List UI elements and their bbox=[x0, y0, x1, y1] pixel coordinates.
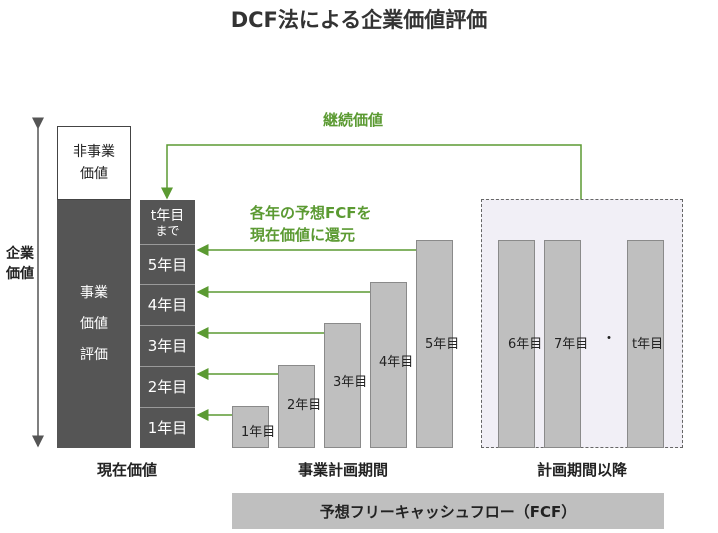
pv-separator bbox=[140, 284, 195, 285]
pv-separator bbox=[140, 244, 195, 245]
terminal-value-arrow bbox=[161, 144, 582, 200]
fcf-band: 予想フリーキャッシュフロー（FCF） bbox=[232, 493, 664, 529]
fcf-bar-year-4-label: 4年目 bbox=[379, 355, 414, 370]
fcf-bar-year-1-label: 1年目 bbox=[241, 425, 276, 440]
fcf-bar-year-6 bbox=[498, 240, 535, 448]
terminal-value-label: 継続価値 bbox=[323, 111, 384, 129]
fcf-bar-year-6-label: 6年目 bbox=[508, 337, 543, 352]
fcf-bar-year-t bbox=[627, 240, 664, 448]
fcf-bar-year-1 bbox=[232, 406, 269, 448]
business-value-box: 事業 価値 評価 bbox=[57, 200, 131, 448]
discount-note: 各年の予想FCFを 現在価値に還元 bbox=[250, 204, 372, 244]
pv-cell-year-3: 3年目 bbox=[147, 337, 188, 355]
plan-period-section-label: 事業計画期間 bbox=[297, 461, 388, 479]
pv-cell-year-2: 2年目 bbox=[147, 378, 188, 396]
fcf-bar-year-5-label: 5年目 bbox=[425, 337, 460, 352]
ellipsis-dot: ・ bbox=[602, 331, 616, 347]
fcf-bar-year-t-label: t年目 bbox=[632, 337, 664, 352]
fcf-bar-year-7 bbox=[544, 240, 581, 448]
fcf-bar-year-2 bbox=[278, 365, 315, 448]
page-title: DCF法による企業価値評価 bbox=[230, 8, 488, 32]
fcf-bar-year-7-label: 7年目 bbox=[554, 337, 589, 352]
fcf-bar-year-3-label: 3年目 bbox=[333, 375, 368, 390]
pv-separator bbox=[140, 366, 195, 367]
pv-cell-t: t年目 まで bbox=[150, 208, 185, 239]
post-plan-section-label: 計画期間以降 bbox=[536, 461, 627, 479]
pv-cell-year-1: 1年目 bbox=[147, 419, 188, 437]
enterprise-value-label: 企業 価値 bbox=[6, 246, 34, 282]
fcf-bar-year-4 bbox=[370, 282, 407, 448]
pv-cell-year-4: 4年目 bbox=[147, 296, 188, 314]
pv-separator bbox=[140, 325, 195, 326]
present-value-column bbox=[140, 200, 195, 448]
fcf-bar-year-5 bbox=[416, 240, 453, 448]
present-value-section-label: 現在価値 bbox=[96, 461, 157, 479]
fcf-bar-year-2-label: 2年目 bbox=[287, 398, 322, 413]
pv-cell-year-5: 5年目 bbox=[147, 255, 188, 274]
pv-separator bbox=[140, 407, 195, 408]
non-business-value-box: 非事業 価値 bbox=[57, 126, 131, 200]
fcf-bar-year-3 bbox=[324, 323, 361, 448]
